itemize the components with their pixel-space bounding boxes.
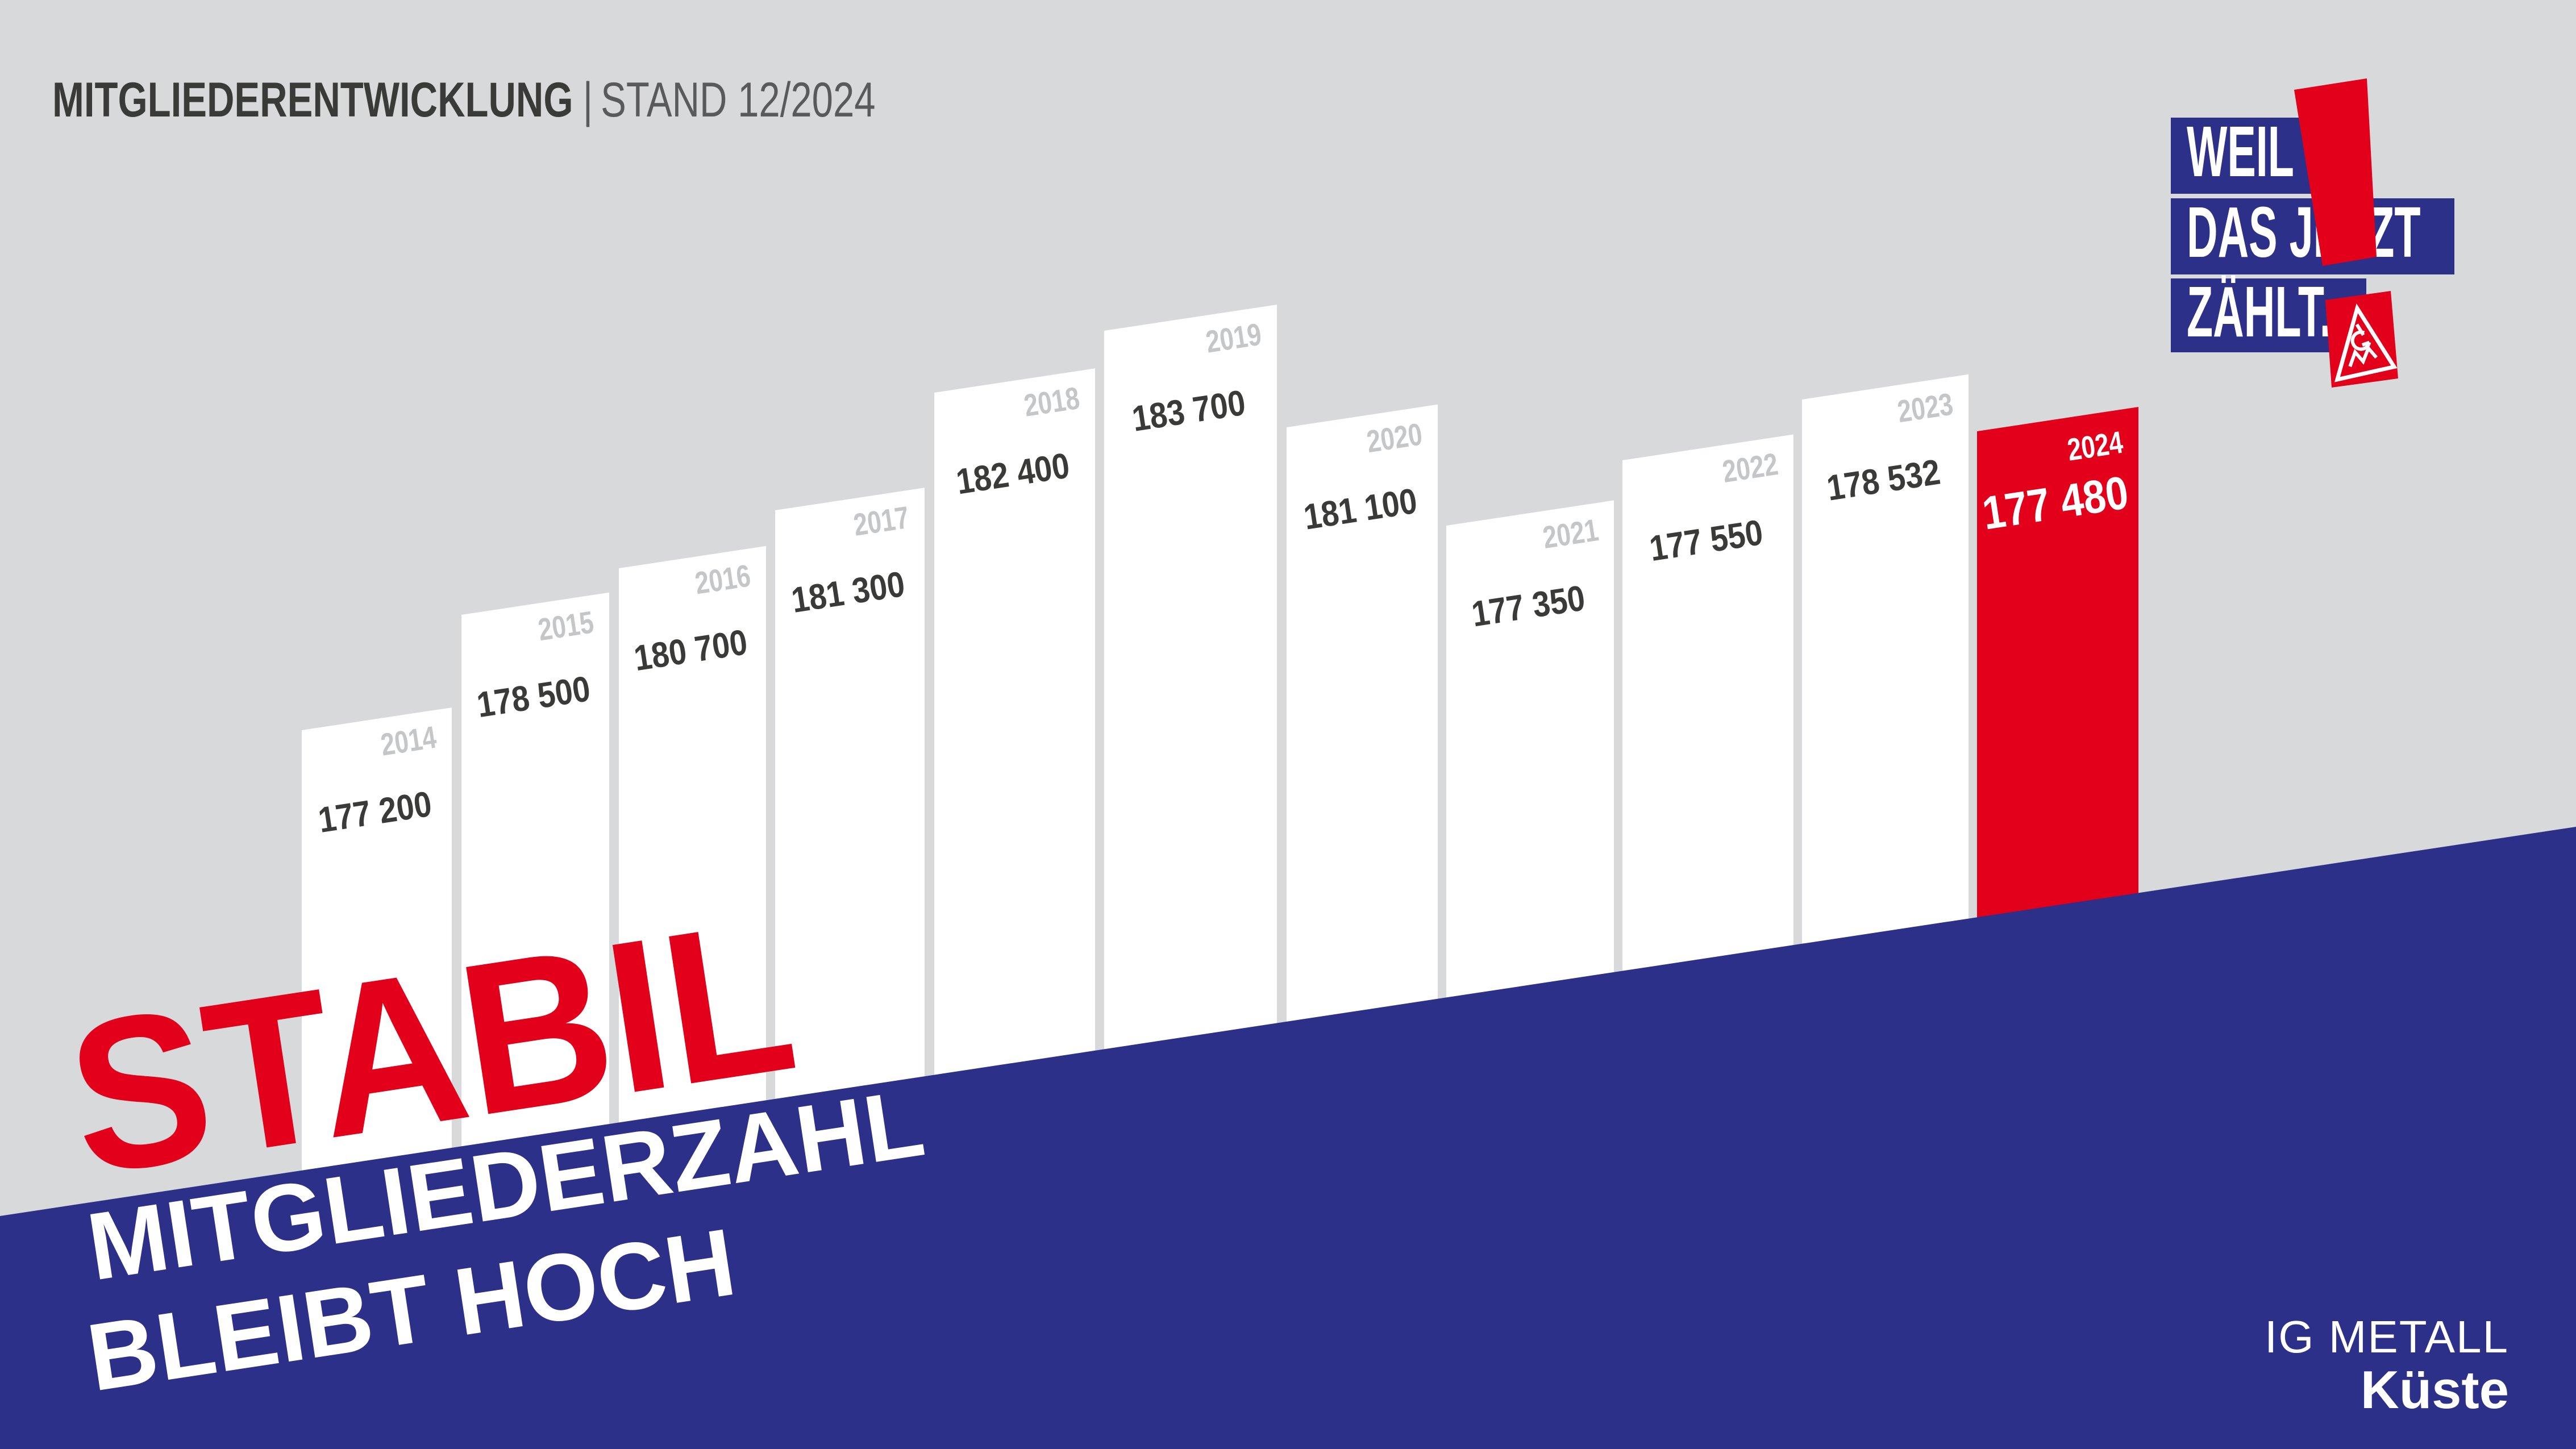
bar-shape xyxy=(619,546,766,1148)
bar-shape xyxy=(1802,374,1969,970)
badge-line-1: WEIL xyxy=(2187,112,2294,192)
bar-year-label: 2018 xyxy=(1022,380,1082,423)
blue-diagonal-band xyxy=(0,827,2576,1449)
bar-year-label: 2015 xyxy=(536,605,596,648)
bar-shape xyxy=(1977,407,2138,943)
bar-shape xyxy=(461,592,609,1172)
bar-shape xyxy=(1622,434,1793,997)
bar-year-label: 2019 xyxy=(1204,317,1264,360)
footer-region: Küste xyxy=(2361,1360,2509,1419)
page-title: MITGLIEDERENTWICKLUNG | STAND 12/2024 xyxy=(52,73,876,127)
bar-shape xyxy=(934,368,1095,1101)
bar-year-label: 2016 xyxy=(693,558,753,601)
bar-year-label: 2017 xyxy=(851,499,912,543)
badge-line-2: DAS JETZT xyxy=(2187,193,2421,273)
bar-year-label: 2024 xyxy=(2065,424,2125,468)
title-divider: | xyxy=(583,73,593,127)
bar-shape xyxy=(1446,500,1614,1023)
badge-box-2 xyxy=(2171,198,2454,274)
bar-shape xyxy=(1287,404,1438,1048)
igm-logo-icon xyxy=(2334,303,2398,382)
bar-shape xyxy=(775,488,925,1125)
campaign-badge: WEIL DAS JETZT ZÄHLT. xyxy=(2171,78,2454,388)
page-subtitle: STAND 12/2024 xyxy=(601,73,875,127)
bar-year-label: 2020 xyxy=(1364,417,1425,460)
bar-shape xyxy=(302,707,452,1196)
bar-year-label: 2023 xyxy=(1895,386,1955,430)
bar-year-label: 2014 xyxy=(378,719,439,763)
footer-org: IG METALL xyxy=(2265,1311,2509,1362)
page-title-main: MITGLIEDERENTWICKLUNG xyxy=(52,73,573,127)
bar-year-label: 2022 xyxy=(1720,446,1780,489)
bar-year-label: 2021 xyxy=(1541,512,1601,555)
badge-line-3: ZÄHLT. xyxy=(2187,272,2332,352)
exclamation-bar-icon xyxy=(2294,78,2377,266)
bar-shape xyxy=(1104,305,1277,1075)
